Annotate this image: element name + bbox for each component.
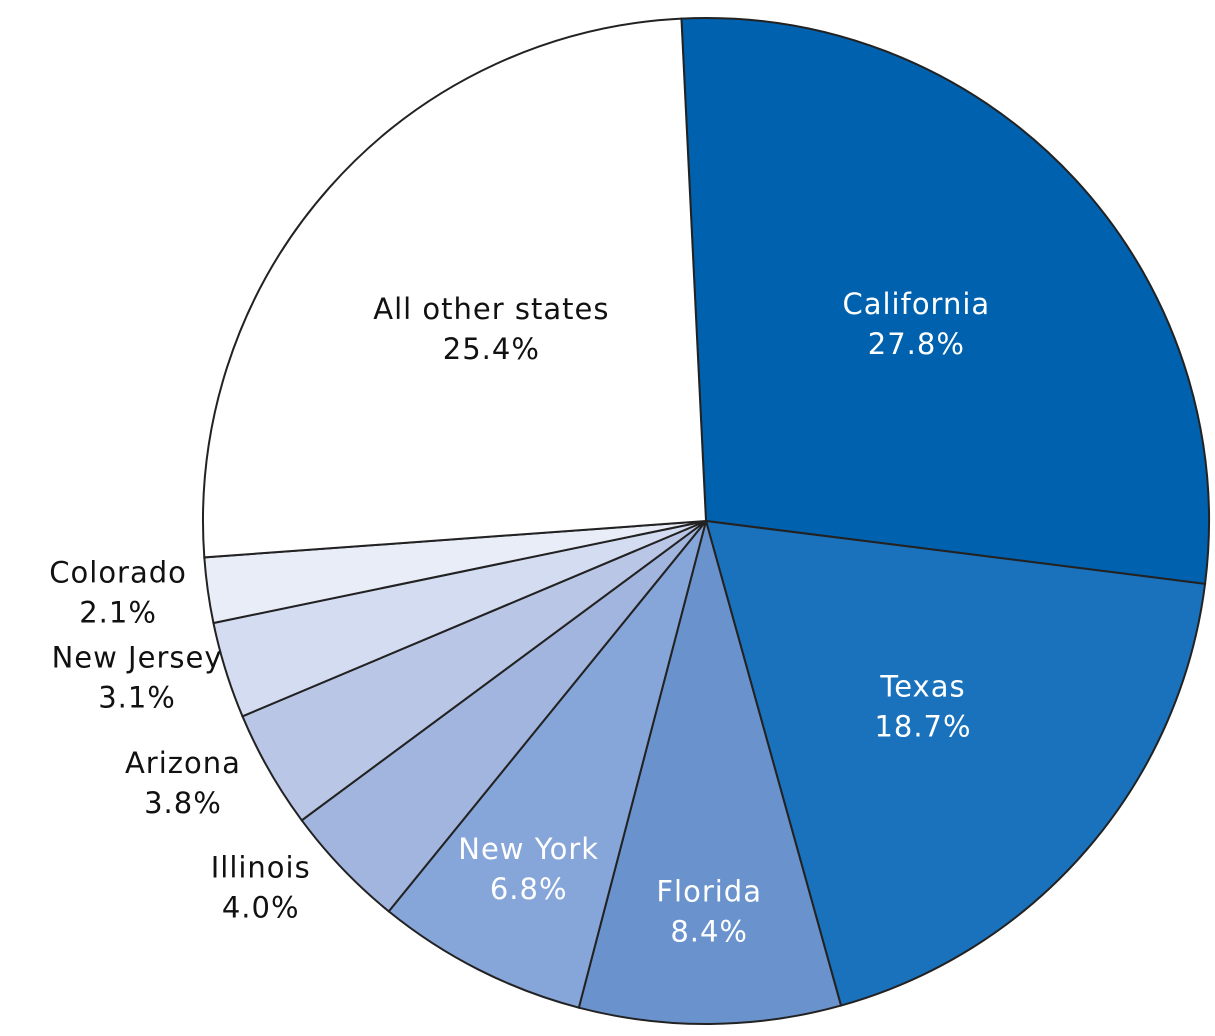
slice-label: Arizona (125, 746, 241, 780)
slice-value: 4.0% (222, 890, 300, 924)
pie-slice (704, 519, 1207, 1007)
slice-value: 3.8% (144, 786, 222, 820)
slice-label: New Jersey (52, 640, 223, 674)
slice-value: 25.4% (443, 332, 540, 366)
slice-label: New York (458, 832, 599, 866)
slice-value: 27.8% (868, 327, 965, 361)
pie-slice (202, 17, 708, 559)
slice-value: 6.8% (490, 872, 568, 906)
slice-label: Illinois (211, 850, 311, 884)
pie-slice (577, 517, 843, 1025)
slice-label: Texas (879, 669, 965, 703)
slice-label: All other states (373, 292, 609, 326)
slice-value: 18.7% (874, 709, 971, 743)
slice-value: 8.4% (670, 914, 748, 948)
slice-label: California (842, 287, 990, 321)
slice-label: Colorado (49, 555, 187, 589)
slice-value: 3.1% (98, 680, 176, 714)
slice-label: Florida (656, 874, 762, 908)
pie-slice (387, 520, 707, 1009)
slice-value: 2.1% (79, 595, 157, 629)
pie-slice (680, 17, 1210, 585)
